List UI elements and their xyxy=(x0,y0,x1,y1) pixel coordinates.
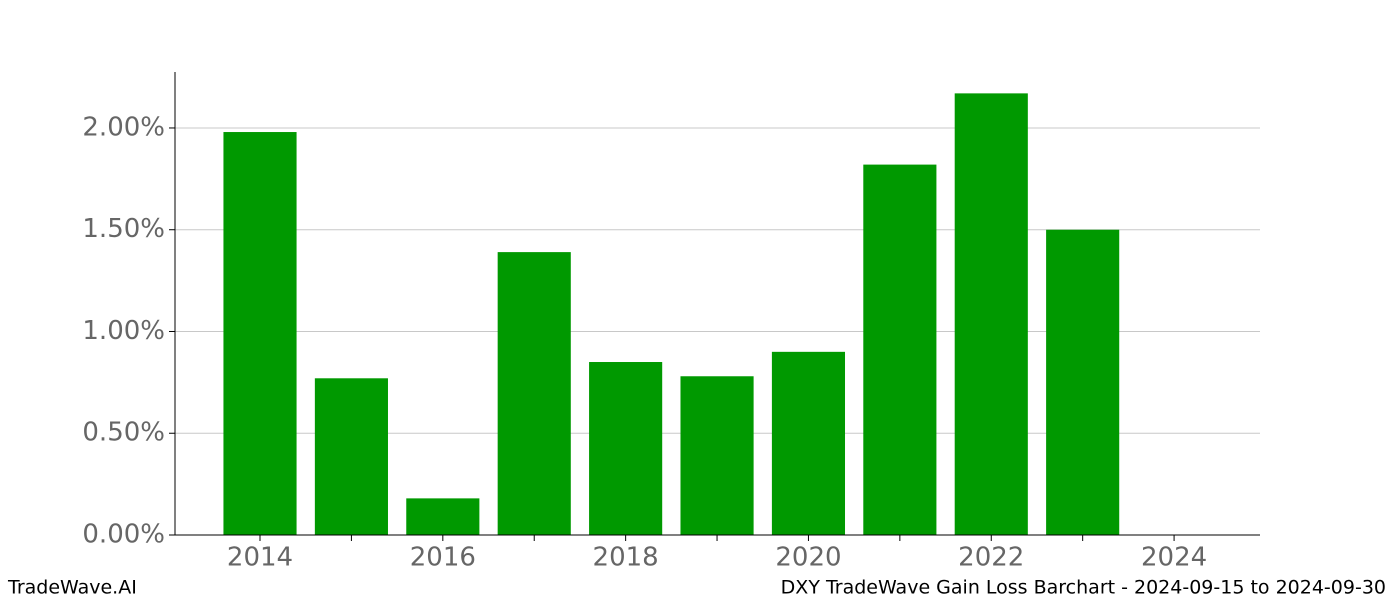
bar xyxy=(406,498,480,535)
footer-left: TradeWave.AI xyxy=(7,577,137,599)
bar xyxy=(863,164,937,535)
y-tick-label: 1.00% xyxy=(82,316,165,346)
y-tick-label: 0.50% xyxy=(82,418,165,448)
y-tick-label: 0.00% xyxy=(82,520,165,550)
footer-right: DXY TradeWave Gain Loss Barchart - 2024-… xyxy=(781,577,1386,599)
bar xyxy=(771,351,846,535)
bar xyxy=(314,378,388,535)
x-tick-label: 2018 xyxy=(593,543,659,573)
x-tick-label: 2024 xyxy=(1141,543,1207,573)
bar xyxy=(680,376,754,535)
x-tick-label: 2022 xyxy=(958,543,1024,573)
x-tick-label: 2014 xyxy=(227,543,293,573)
bar xyxy=(954,93,1028,535)
bar xyxy=(497,252,571,535)
bar xyxy=(223,132,297,536)
y-tick-label: 1.50% xyxy=(82,214,165,244)
x-tick-label: 2020 xyxy=(775,543,841,573)
y-tick-label: 2.00% xyxy=(82,112,165,142)
bar xyxy=(589,362,663,535)
x-tick-label: 2016 xyxy=(410,543,476,573)
bar xyxy=(1046,229,1120,535)
